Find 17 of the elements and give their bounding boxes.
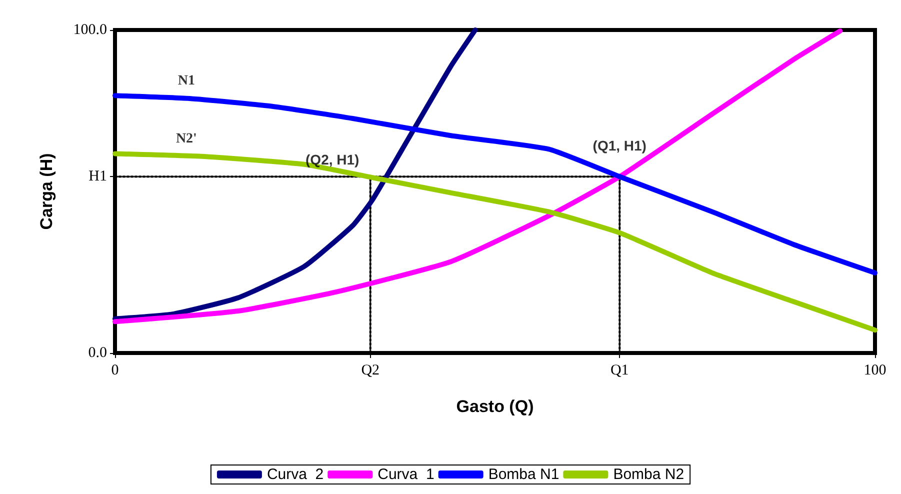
annotation: (Q1, H1) — [592, 138, 646, 154]
legend-label: Curva 2 — [266, 466, 324, 483]
annotation: N2' — [176, 131, 197, 146]
y-tick-label: 100.0 — [73, 22, 107, 38]
y-tick-label: 0.0 — [88, 345, 107, 361]
legend-label: Curva 1 — [378, 466, 434, 483]
legend-label: Bomba N2 — [613, 466, 684, 483]
y-axis-title: Carga (H) — [37, 153, 56, 230]
x-axis-title: Gasto (Q) — [456, 397, 534, 416]
y-tick-label: H1 — [88, 168, 107, 185]
annotation: N1 — [178, 73, 196, 88]
x-tick-label: Q2 — [361, 362, 380, 378]
legend-label: Bomba N1 — [488, 466, 560, 483]
x-tick-label: 100 — [864, 362, 886, 378]
x-tick-label: 0 — [111, 362, 119, 378]
annotation: (Q2, H1) — [306, 152, 360, 168]
x-tick-label: Q1 — [610, 362, 629, 378]
